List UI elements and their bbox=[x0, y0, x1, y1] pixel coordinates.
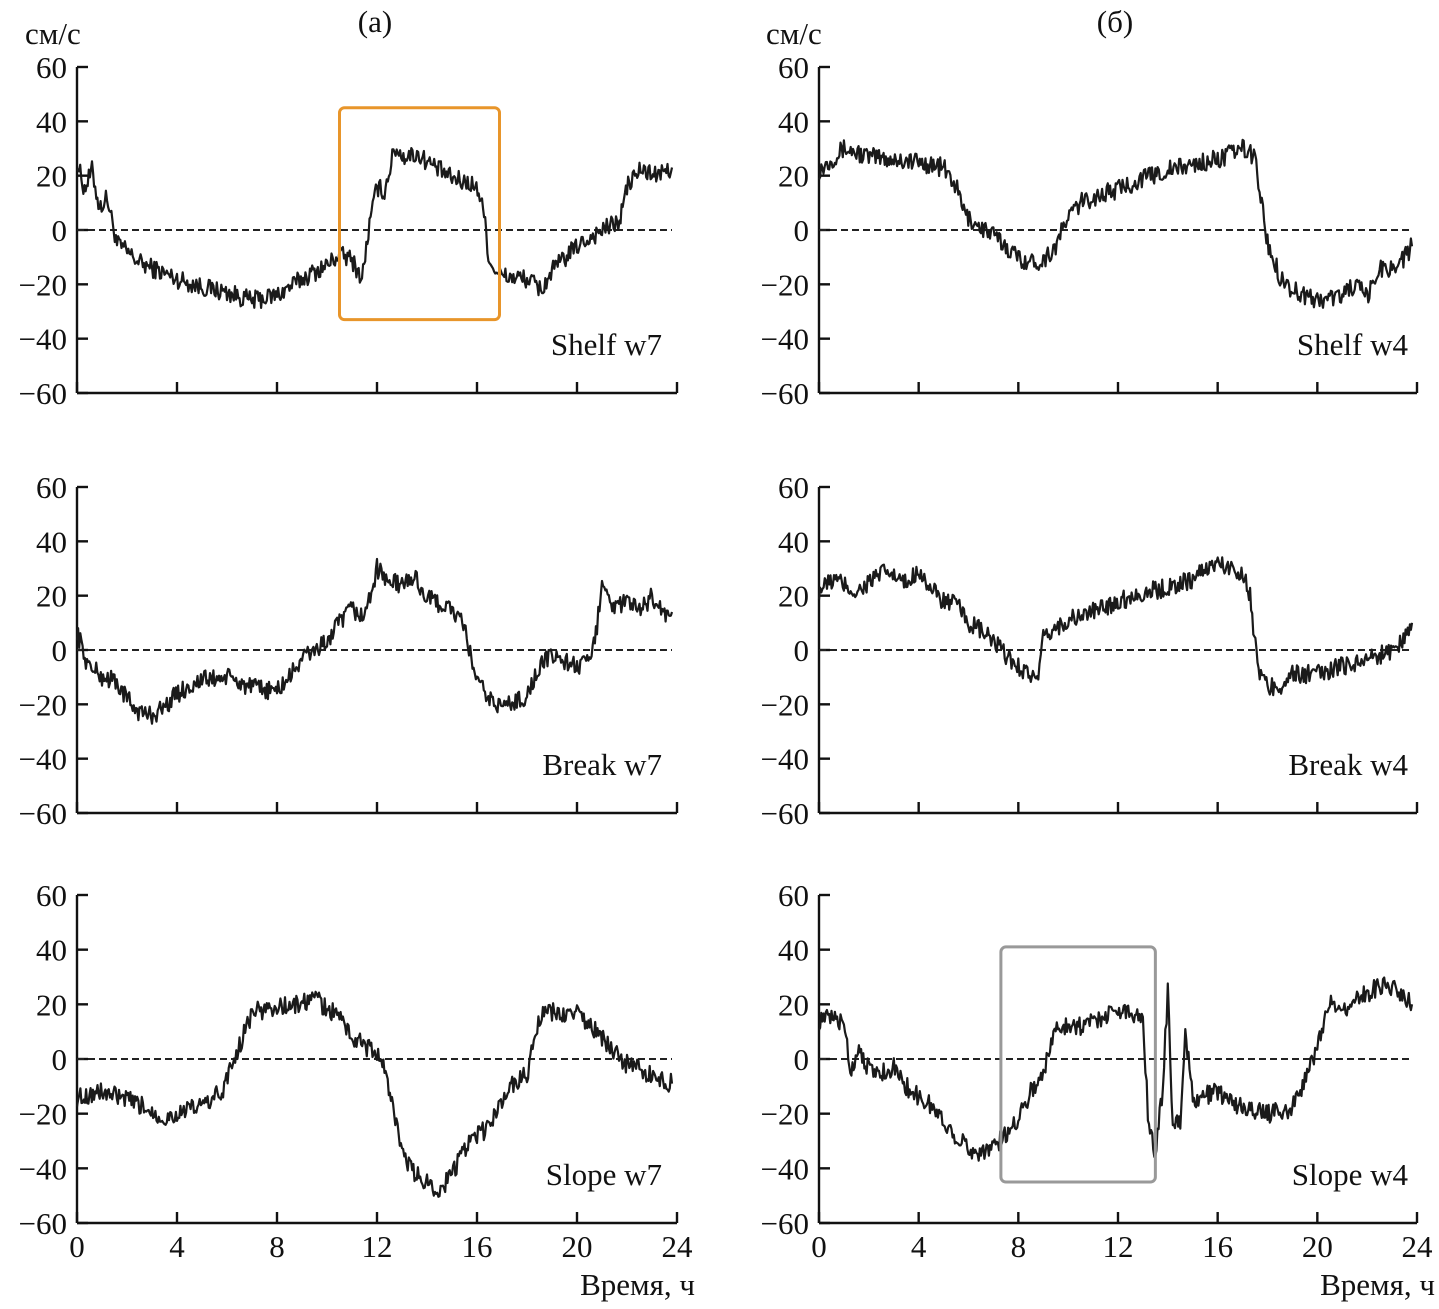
highlight-box bbox=[999, 945, 1157, 1184]
y-tick-label: 0 bbox=[794, 633, 810, 668]
series-label: Shelf w7 bbox=[551, 327, 662, 362]
y-tick-label: −40 bbox=[761, 1151, 809, 1186]
panel-tag-a: (а) bbox=[358, 4, 392, 39]
y-tick-label: 20 bbox=[778, 987, 809, 1022]
x-tick-label: 16 bbox=[462, 1229, 493, 1264]
x-tick-label: 0 bbox=[811, 1229, 827, 1264]
y-tick-label: −40 bbox=[761, 322, 809, 357]
y-tick-label: −40 bbox=[19, 322, 67, 357]
y-tick-label: 60 bbox=[778, 878, 809, 913]
velocity-trace bbox=[75, 990, 674, 1198]
y-tick-label: −20 bbox=[761, 1097, 809, 1132]
x-tick-label: 8 bbox=[269, 1229, 285, 1264]
y-tick-label: −40 bbox=[19, 742, 67, 777]
x-tick-label: 24 bbox=[662, 1229, 694, 1264]
y-tick-label: 0 bbox=[52, 213, 68, 248]
y-tick-label: −60 bbox=[19, 796, 67, 831]
x-tick-label: 16 bbox=[1202, 1229, 1233, 1264]
y-tick-label: −20 bbox=[761, 687, 809, 722]
y-tick-label: −60 bbox=[761, 376, 809, 411]
y-tick-label: 20 bbox=[36, 579, 67, 614]
panel-break-w4: 60 40 20 0 −20 −40 −60 Break w4 bbox=[761, 470, 1419, 831]
panel-shelf-w7: 60 40 20 0 −20 −40 −60 Shelf w7 bbox=[19, 50, 679, 411]
y-tick-label: 0 bbox=[794, 213, 810, 248]
y-tick-label: 0 bbox=[52, 1042, 68, 1077]
y-tick-label: 60 bbox=[36, 878, 67, 913]
y-unit-label-b: см/с bbox=[766, 16, 822, 51]
y-tick-label: −40 bbox=[761, 742, 809, 777]
y-tick-label: 40 bbox=[36, 104, 67, 139]
y-tick-label: −20 bbox=[19, 687, 67, 722]
y-tick-label: 20 bbox=[36, 987, 67, 1022]
y-tick-label: 20 bbox=[778, 579, 809, 614]
y-tick-label: −60 bbox=[761, 796, 809, 831]
y-tick-label: 40 bbox=[778, 524, 809, 559]
x-axis-label-b: Время, ч bbox=[1320, 1267, 1435, 1302]
y-tick-label: 0 bbox=[52, 633, 68, 668]
y-tick-label: −40 bbox=[19, 1151, 67, 1186]
y-tick-label: 60 bbox=[778, 50, 809, 85]
x-tick-label: 0 bbox=[69, 1229, 85, 1264]
y-tick-label: −60 bbox=[761, 1206, 809, 1241]
y-tick-label: −60 bbox=[19, 376, 67, 411]
x-tick-label: 4 bbox=[169, 1229, 185, 1264]
series-label: Shelf w4 bbox=[1297, 327, 1409, 362]
x-tick-label: 8 bbox=[1011, 1229, 1027, 1264]
velocity-trace bbox=[76, 147, 674, 309]
series-label: Slope w4 bbox=[1292, 1157, 1409, 1192]
y-tick-label: −20 bbox=[761, 267, 809, 302]
velocity-trace bbox=[817, 556, 1414, 697]
y-tick-label: 40 bbox=[778, 933, 809, 968]
panel-tag-b: (б) bbox=[1097, 4, 1133, 39]
velocity-trace bbox=[75, 557, 674, 725]
x-axis-label-a: Время, ч bbox=[580, 1267, 695, 1302]
x-tick-label: 20 bbox=[562, 1229, 593, 1264]
y-tick-label: −20 bbox=[19, 267, 67, 302]
velocity-trace bbox=[818, 976, 1414, 1162]
y-tick-label: 0 bbox=[794, 1042, 810, 1077]
highlight-box bbox=[338, 106, 501, 322]
y-tick-label: 60 bbox=[778, 470, 809, 505]
y-tick-label: 40 bbox=[778, 104, 809, 139]
y-tick-label: 60 bbox=[36, 470, 67, 505]
velocity-trace bbox=[818, 138, 1414, 309]
y-tick-label: 20 bbox=[778, 159, 809, 194]
series-label: Break w7 bbox=[542, 747, 662, 782]
x-tick-label: 12 bbox=[1103, 1229, 1134, 1264]
panel-shelf-w4: 60 40 20 0 −20 −40 −60 Shelf w4 bbox=[761, 50, 1419, 411]
series-label: Break w4 bbox=[1288, 747, 1408, 782]
y-tick-label: −60 bbox=[19, 1206, 67, 1241]
y-tick-label: 40 bbox=[36, 524, 67, 559]
series-label: Slope w7 bbox=[546, 1157, 662, 1192]
y-tick-label: 60 bbox=[36, 50, 67, 85]
x-tick-label: 12 bbox=[362, 1229, 393, 1264]
y-tick-label: −20 bbox=[19, 1097, 67, 1132]
y-unit-label-a: см/с bbox=[25, 16, 81, 51]
panel-break-w7: 60 40 20 0 −20 −40 −60 Break w7 bbox=[19, 470, 679, 831]
x-tick-label: 24 bbox=[1402, 1229, 1434, 1264]
y-tick-label: 40 bbox=[36, 933, 67, 968]
x-tick-label: 4 bbox=[911, 1229, 927, 1264]
x-tick-label: 20 bbox=[1302, 1229, 1333, 1264]
y-tick-label: 20 bbox=[36, 159, 67, 194]
